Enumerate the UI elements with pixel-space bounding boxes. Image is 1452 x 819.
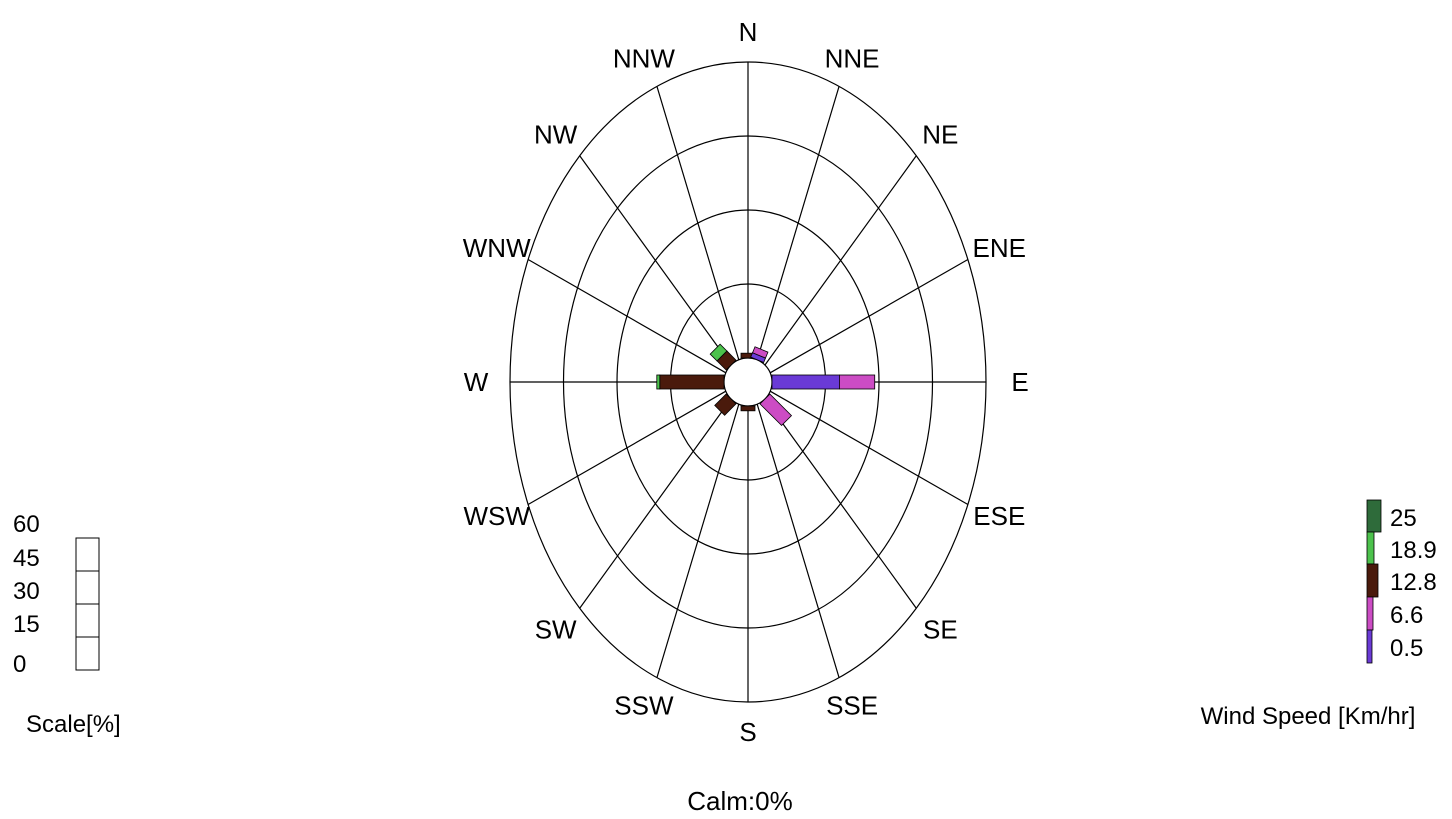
calm-label: Calm:0% [687,786,792,816]
scale-box [75,537,100,572]
wind-speed-legend-title: Wind Speed [Km/hr] [1201,703,1416,730]
grid-spoke [769,259,969,374]
legend-swatch [1366,596,1374,631]
bar-nne-6_6 [752,346,769,359]
grid-spoke [579,398,732,609]
direction-label-ene: ENE [973,233,1026,263]
direction-label-e: E [1011,367,1028,397]
bar-group-sw [714,393,737,416]
bar-group-w [656,374,725,390]
legend-value-label: 0.5 [1390,635,1423,662]
legend-swatch [1366,563,1379,598]
grid-spoke [764,155,917,366]
direction-labels: N NNE NE ENE E ESE SE SSE S SSW SW WSW W WNW NW NNW [463,17,1029,747]
legend-value-label: 12.8 [1390,569,1437,596]
grid-spoke [764,398,917,609]
bar-s-12_8 [740,405,756,412]
scale-box [75,570,100,605]
direction-label-wsw: WSW [463,501,530,531]
direction-label-nw: NW [534,120,578,150]
bar-group-e [771,374,876,390]
grid-spoke [756,404,840,678]
scale-tick-label: 60 [13,511,40,538]
direction-label-sse: SSE [826,690,878,720]
scale-tick-label: 45 [13,545,40,572]
bar-group-se [759,393,793,427]
bar-group-s [740,405,756,412]
grid-spoke [527,259,727,374]
bar-w-12_8 [659,374,725,390]
legend-value-label: 6.6 [1390,602,1423,629]
legend-value-label: 25 [1390,505,1417,532]
legend-value-label: 18.9 [1390,537,1437,564]
scale-tick-label: 0 [13,651,26,678]
direction-label-w: W [464,367,489,397]
direction-label-se: SE [923,614,958,644]
direction-label-sw: SW [535,614,577,644]
bar-nw-18_9 [709,343,728,362]
direction-label-ne: NE [922,120,958,150]
bar-se-6_6 [759,393,793,427]
direction-label-ese: ESE [973,501,1025,531]
wind-speed-legend: 25 18.9 12.8 6.6 0.5 [1366,499,1437,664]
legend-swatch [1366,629,1373,664]
direction-label-nne: NNE [825,44,880,74]
scale-tick-label: 15 [13,611,40,638]
grid-spoke [579,155,732,366]
direction-label-ssw: SSW [614,690,674,720]
direction-label-nnw: NNW [613,44,676,74]
legend-swatch [1366,499,1382,533]
bar-sw-12_8 [714,393,737,416]
scale-legend: 60 45 30 15 0 [13,511,100,678]
bar-e-0_5 [771,374,840,390]
grid-spoke [656,404,740,678]
legend-swatch [1366,531,1375,565]
grid-spoke [656,86,740,360]
bar-group-nne [750,346,769,364]
scale-box [75,636,100,671]
direction-label-s: S [739,717,756,747]
wind-bars [656,343,876,427]
polar-grid [509,61,987,703]
scale-title: Scale[%] [26,711,121,738]
bar-w-18_9 [656,374,661,390]
grid-spoke [756,86,840,360]
grid-spoke [527,390,727,505]
bar-group-nw [709,343,737,371]
direction-label-wnw: WNW [463,233,531,263]
scale-tick-label: 30 [13,578,40,605]
direction-label-n: N [739,17,758,47]
grid-spoke [769,390,969,505]
scale-box [75,603,100,638]
bar-e-6_6 [839,374,876,390]
